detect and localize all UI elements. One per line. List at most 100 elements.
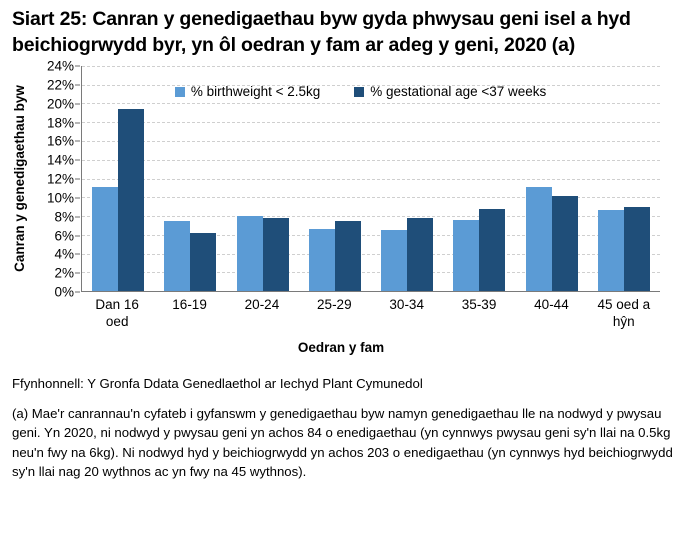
legend-item: % birthweight < 2.5kg	[174, 84, 321, 99]
x-axis-label: 25-29	[298, 296, 370, 330]
y-axis-tick-label: 18%	[46, 115, 74, 130]
gridline	[82, 84, 660, 86]
source-line: Ffynhonnell: Y Gronfa Ddata Genedlaethol…	[12, 376, 423, 391]
y-axis-tick-mark	[75, 216, 80, 218]
y-axis-tick-label: 10%	[46, 190, 74, 206]
gridline	[82, 197, 660, 199]
y-axis-tick-label: 8%	[54, 209, 74, 225]
bar	[551, 195, 578, 291]
footnote-a: (a) Mae'r canrannau'n cyfateb i gyfanswm…	[12, 405, 673, 480]
x-axis-label: Dan 16 oed	[81, 296, 153, 330]
legend-swatch-icon	[354, 86, 365, 97]
plot-wrapper: 0% 2% 4% 6% 8% 10% 12% 14% 16% 18% 20% 22% 24% % bir…	[38, 59, 660, 300]
bar	[334, 221, 361, 291]
y-axis-tick-label: 24%	[46, 58, 74, 74]
y-axis-title-label: Canran y genedigaethau byw	[11, 85, 27, 272]
bar	[92, 187, 119, 291]
x-axis-label-line: 40-44	[534, 297, 569, 312]
bar	[236, 215, 263, 291]
gridline	[82, 272, 660, 274]
x-axis-title: Oedran y fam	[297, 340, 385, 355]
x-axis-labels: Dan 16 oed 16-19 20-24 25-29 30-34 35-39 40-44 4…	[81, 296, 660, 330]
y-axis-tick-label: 2%	[54, 265, 74, 281]
x-axis-label: 35-39	[443, 296, 515, 330]
x-axis-label: 20-24	[226, 296, 298, 330]
y-axis-tick-label: 14%	[46, 152, 74, 168]
bar-group	[588, 66, 660, 291]
y-axis-tick-mark	[75, 291, 80, 293]
y-axis-tick-mark	[75, 159, 80, 161]
x-axis-label-line: 45 oed a	[597, 297, 651, 312]
chart-legend: % birthweight < 2.5kg % gestational age <…	[174, 84, 546, 99]
gridline	[82, 66, 660, 67]
bar	[381, 229, 408, 291]
bar	[190, 232, 217, 291]
y-axis-tick-label: 4%	[54, 246, 74, 262]
y-axis-tick-mark	[75, 178, 80, 180]
bar-group	[371, 66, 443, 291]
bars-layer	[82, 66, 660, 291]
x-axis-label-line: 16-19	[172, 297, 207, 312]
bar-group	[82, 66, 154, 291]
bar-group	[299, 66, 371, 291]
x-axis-label-line: 30-34	[389, 297, 424, 312]
y-axis-tick-mark	[75, 197, 80, 199]
y-axis-tick-label: 12%	[46, 171, 74, 187]
chart-container: Canran y genedigaethau byw 0% 2% 4% 6% 8% 10%…	[6, 59, 676, 366]
x-axis-label-line: hŷn	[612, 314, 635, 329]
gridline	[82, 178, 660, 180]
y-axis-tick-label: 22%	[46, 77, 74, 93]
x-axis-label-line: Dan 16	[95, 297, 139, 312]
bar-group	[154, 66, 226, 291]
bar-group	[516, 66, 588, 291]
legend-item: % gestational age <37 weeks	[354, 84, 546, 99]
bar	[164, 221, 191, 291]
x-axis-label: 30-34	[371, 296, 443, 330]
bar	[623, 207, 650, 291]
bar	[597, 210, 624, 291]
y-axis-tick-mark	[75, 140, 80, 142]
y-axis-tick-mark	[75, 235, 80, 236]
bar	[453, 220, 480, 291]
y-axis-tick-mark	[75, 272, 80, 274]
y-axis-tick-mark	[75, 122, 80, 123]
bar-group	[227, 66, 299, 291]
x-axis-label: 16-19	[153, 296, 225, 330]
x-axis-label-line: 25-29	[317, 297, 352, 312]
y-axis-tick-label: 16%	[46, 133, 74, 149]
y-axis-tick-mark	[75, 253, 80, 255]
bar	[308, 228, 335, 291]
gridline	[82, 103, 660, 105]
y-axis-tick-mark	[75, 103, 80, 105]
x-axis-label: 45 oed a hŷn	[588, 296, 660, 330]
bar	[407, 217, 434, 291]
y-axis-tick-label: 6%	[54, 228, 74, 243]
gridline	[82, 215, 660, 217]
gridline	[82, 159, 660, 161]
chart-notes: Ffynhonnell: Y Gronfa Ddata Genedlaethol…	[0, 374, 686, 482]
bar	[118, 109, 145, 291]
gridline	[82, 122, 660, 124]
y-axis-title: Canran y genedigaethau byw	[6, 66, 32, 291]
x-axis-label-line: 20-24	[244, 297, 280, 312]
y-axis-tick-mark	[75, 84, 80, 86]
y-axis-tick-label: 0%	[54, 284, 74, 300]
y-axis-tick-mark	[75, 65, 80, 67]
bar-group	[443, 66, 515, 291]
y-axis-ticks: 0% 2% 4% 6% 8% 10% 12% 14% 16% 18% 20% 22% 24%	[38, 59, 80, 300]
bar	[525, 187, 552, 291]
gridline	[82, 253, 660, 255]
page-title: Siart 25: Canran y genedigaethau byw gyd…	[12, 8, 631, 56]
bar	[262, 217, 289, 291]
x-axis-label: 40-44	[515, 296, 587, 330]
x-axis-label-line: oed	[105, 314, 129, 329]
legend-label: % birthweight < 2.5kg	[190, 84, 321, 99]
gridline	[82, 140, 660, 142]
x-axis-label-line: 35-39	[461, 297, 497, 312]
legend-label: % gestational age <37 weeks	[370, 84, 547, 99]
bar	[479, 209, 506, 291]
plot-area	[81, 66, 660, 292]
y-axis-tick-label: 20%	[46, 96, 74, 112]
legend-swatch-icon	[174, 86, 185, 97]
gridline	[82, 234, 660, 236]
